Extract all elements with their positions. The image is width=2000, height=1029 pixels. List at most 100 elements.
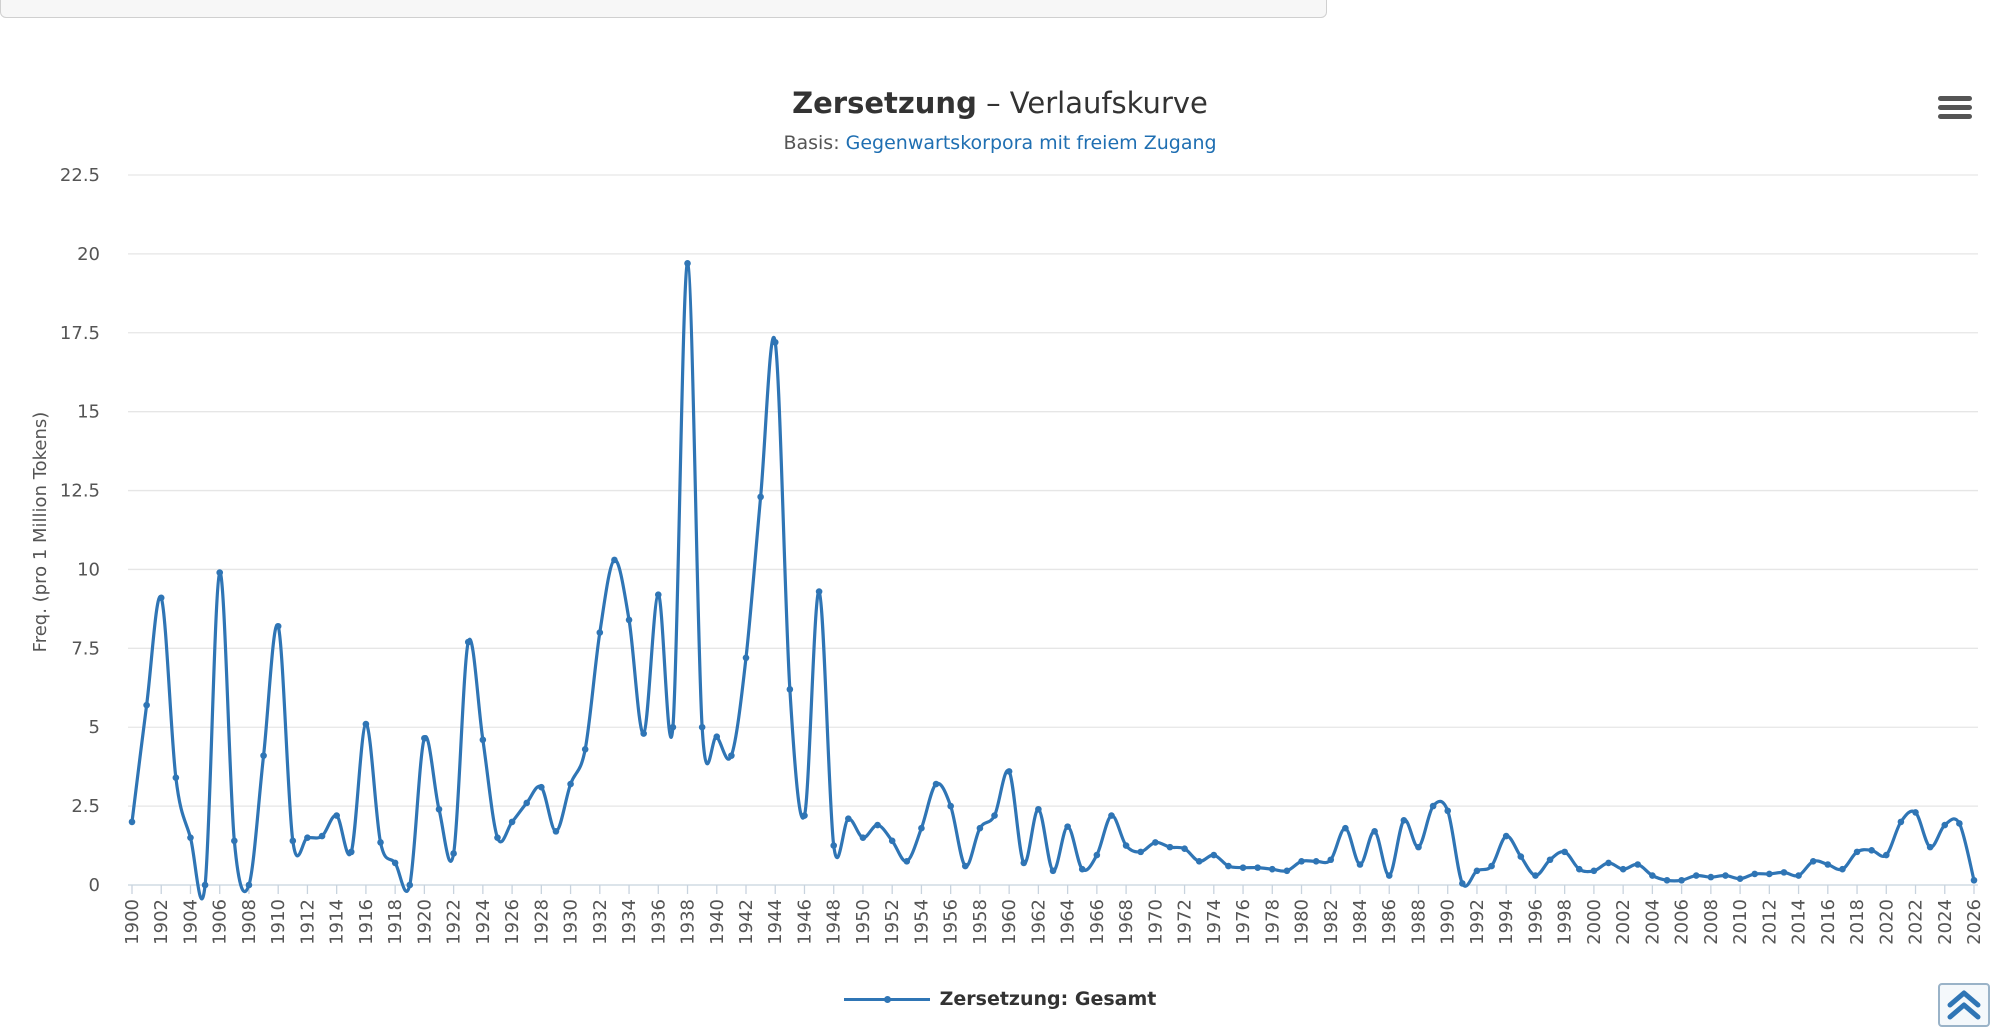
data-point — [1429, 802, 1437, 810]
y-tick-label: 17.5 — [60, 323, 100, 344]
data-point — [1839, 865, 1846, 873]
x-tick-label: 1960 — [999, 899, 1020, 945]
data-point — [538, 783, 545, 791]
x-tick-label: 1988 — [1408, 899, 1429, 945]
data-point — [1473, 867, 1481, 875]
data-point — [1824, 861, 1832, 868]
data-point — [1137, 848, 1145, 856]
data-point — [961, 862, 969, 870]
x-tick-label: 1934 — [619, 899, 640, 945]
legend-item[interactable]: Zersetzung: Gesamt — [0, 988, 2000, 1010]
data-point — [815, 588, 823, 595]
data-point — [1546, 856, 1554, 864]
data-point — [1970, 876, 1978, 884]
x-tick-label: 1920 — [414, 899, 435, 945]
x-tick-label: 1944 — [765, 899, 786, 945]
data-point — [450, 850, 457, 857]
x-tick-label: 2010 — [1730, 899, 1751, 945]
data-point — [1049, 867, 1057, 875]
data-point — [845, 815, 852, 823]
data-point — [1795, 872, 1802, 879]
data-point — [347, 848, 355, 856]
x-tick-label: 1980 — [1292, 899, 1313, 945]
data-point — [201, 881, 209, 889]
x-tick-label: 1922 — [444, 899, 465, 945]
data-point — [1093, 851, 1101, 859]
data-point — [552, 828, 560, 835]
y-tick-label: 0 — [89, 875, 100, 896]
x-tick-label: 2002 — [1613, 899, 1634, 945]
data-point — [669, 723, 677, 731]
data-point — [903, 858, 911, 865]
data-point — [1956, 820, 1963, 827]
x-tick-label: 2000 — [1584, 899, 1605, 945]
data-point — [1619, 865, 1627, 873]
data-point — [464, 638, 472, 646]
data-point — [932, 780, 940, 788]
y-tick-label: 20 — [77, 244, 100, 265]
data-point — [1152, 839, 1159, 846]
x-tick-label: 2024 — [1935, 899, 1956, 945]
data-point — [421, 734, 428, 742]
data-point — [1502, 832, 1510, 840]
y-axis-title: Freq. (pro 1 Million Tokens) — [30, 412, 51, 653]
x-tick-label: 1970 — [1145, 899, 1166, 945]
x-tick-label: 2022 — [1906, 899, 1927, 945]
data-point — [1736, 875, 1744, 882]
x-tick-label: 1904 — [180, 899, 201, 945]
scroll-to-top-button[interactable] — [1938, 983, 1990, 1027]
data-point — [143, 701, 150, 709]
data-point — [1780, 869, 1788, 876]
data-point — [625, 616, 633, 624]
double-chevron-up-icon — [1947, 990, 1981, 1020]
x-tick-label: 1958 — [970, 899, 991, 945]
data-point — [786, 686, 794, 693]
data-point — [1312, 858, 1320, 865]
x-tick-label: 1912 — [297, 899, 318, 945]
x-tick-label: 1948 — [824, 899, 845, 945]
y-tick-label: 22.5 — [60, 165, 100, 186]
chart-subtitle: Basis: Gegenwartskorpora mit freiem Zuga… — [0, 132, 2000, 154]
legend-label: Zersetzung: Gesamt — [939, 988, 1157, 1010]
line-chart: 0 2.5 5 7.5 10 12.5 15 17.5 20 22.5 Freq. (pro 1 M… — [30, 165, 1985, 945]
x-tick-label: 1932 — [590, 899, 611, 945]
data-point — [1400, 817, 1408, 824]
x-tick-label: 1998 — [1555, 899, 1576, 945]
x-tick-label: 1974 — [1204, 899, 1225, 945]
data-point — [976, 824, 984, 832]
x-tick-label: 1936 — [648, 899, 669, 945]
data-point — [1108, 812, 1115, 819]
data-point — [435, 805, 443, 813]
data-point — [231, 837, 238, 845]
data-point — [1415, 843, 1422, 851]
x-tick-label: 1950 — [853, 899, 874, 945]
data-point — [830, 842, 838, 849]
data-point — [728, 752, 735, 759]
data-point — [771, 338, 779, 346]
data-point — [245, 881, 253, 889]
data-point — [1342, 824, 1349, 832]
data-point — [757, 493, 764, 501]
x-tick-label: 2008 — [1701, 899, 1722, 945]
data-point — [1459, 880, 1466, 887]
data-point — [1590, 867, 1598, 875]
data-point — [1239, 864, 1247, 871]
chart-title-keyword: Zersetzung — [792, 86, 977, 120]
x-tick-label: 1968 — [1116, 899, 1137, 945]
data-point — [1941, 821, 1949, 829]
data-point — [508, 818, 516, 826]
data-point — [1195, 858, 1203, 865]
data-point — [187, 834, 194, 841]
data-point — [377, 839, 384, 846]
data-point — [801, 812, 808, 819]
data-point — [698, 723, 706, 731]
data-point — [1166, 843, 1174, 851]
x-tick-label: 1982 — [1321, 899, 1342, 945]
hamburger-menu-icon[interactable] — [1938, 96, 1972, 126]
data-point — [1605, 859, 1612, 867]
data-point — [1517, 853, 1525, 860]
data-point — [1575, 865, 1583, 873]
data-point — [1356, 861, 1364, 868]
y-tick-label: 7.5 — [71, 638, 100, 659]
corpus-link[interactable]: Gegenwartskorpora mit freiem Zugang — [845, 132, 1217, 154]
